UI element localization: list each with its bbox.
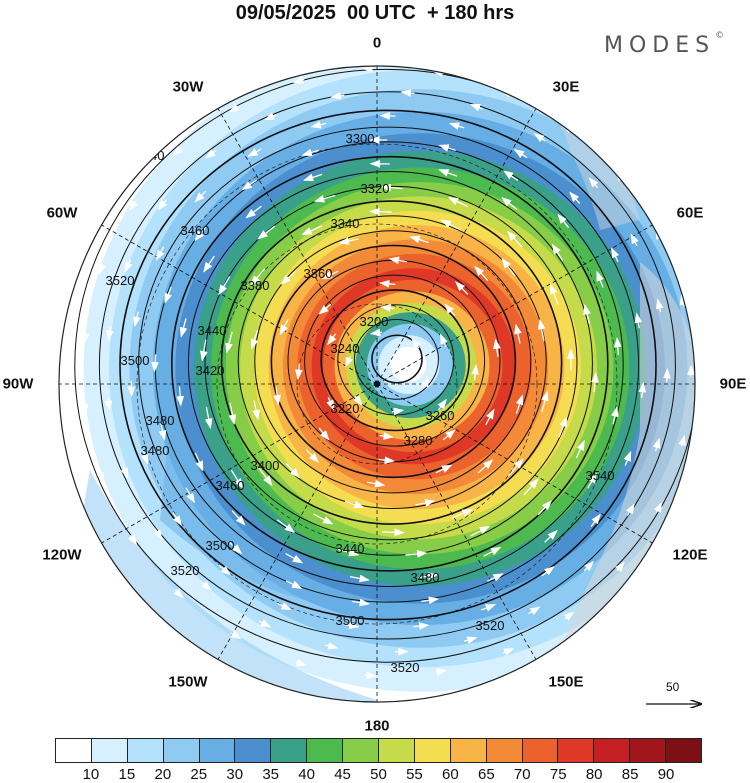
contour-label: 3400 [251,458,280,473]
colorbar-swatch [56,739,92,762]
colorbar-swatch [343,739,379,762]
contour-label: 3320 [361,181,390,196]
colorbar-label: 15 [119,766,136,783]
colorbar-label: 10 [83,766,100,783]
longitude-label-w60: 60W [47,205,78,222]
colorbar-label: 85 [622,766,639,783]
colorbar-label: 45 [334,766,351,783]
colorbar-swatch [379,739,415,762]
longitude-label-w120: 120W [42,547,81,564]
contour-label: 3300 [346,131,375,146]
colorbar-label: 55 [406,766,423,783]
contour-label: 3220 [331,401,360,416]
contour-label: 3500 [336,613,365,628]
longitude-label-e30: 30E [553,79,580,96]
colorbar-swatch [594,739,630,762]
colorbar-label: 90 [658,766,675,783]
contour-label: 3240 [331,341,360,356]
contour-label: 3200 [360,314,389,329]
colorbar-label: 25 [190,766,207,783]
colorbar-swatch [235,739,271,762]
contour-label: 3360 [304,266,333,281]
contour-label: 3520 [391,660,420,675]
colorbar-swatch [415,739,451,762]
contour-label: 3520 [106,273,135,288]
contour-label: 3280 [404,433,433,448]
contour-label: 3500 [206,538,235,553]
colorbar-swatch [92,739,128,762]
longitude-label-w30: 30W [173,79,204,96]
wind-vector [365,675,376,676]
colorbar-label: 75 [550,766,567,783]
longitude-label-e150: 150E [548,674,583,691]
map-disc: 3540 3520 3500 3480 3460 3440 3420 3400 3380 3360… [40,45,750,760]
colorbar-swatch [164,739,200,762]
colorbar-swatch [630,739,666,762]
contour-label: 3440 [198,323,227,338]
colorbar-label: 30 [226,766,243,783]
colorbar-label: 80 [586,766,603,783]
contour-label: 3480 [141,443,170,458]
contour-label: 3420 [196,363,225,378]
contour-label: 3260 [426,408,455,423]
contour-label: 3460 [216,478,245,493]
colorbar-swatch [128,739,164,762]
colorbar [55,738,702,763]
longitude-label-w: 90W [3,376,34,393]
contour-label: 3460 [181,223,210,238]
colorbar-label: 20 [154,766,171,783]
contour-label: 3540 [586,468,615,483]
colorbar-label: 40 [298,766,315,783]
colorbar-swatch [271,739,307,762]
colorbar-label: 60 [442,766,459,783]
contour-label: 3520 [171,563,200,578]
contour-label: 3500 [121,353,150,368]
contour-label: 3520 [476,618,505,633]
colorbar-swatch [487,739,523,762]
reference-vector-label: 50 [666,680,679,694]
pole-marker [374,381,380,387]
colorbar-swatch [451,739,487,762]
colorbar-label: 70 [514,766,531,783]
colorbar-swatch [666,739,701,762]
longitude-label-s: 180 [364,718,389,735]
longitude-label-e: 90E [720,376,747,393]
wind-vector [382,532,403,533]
longitude-label-e120: 120E [672,547,707,564]
colorbar-label: 65 [478,766,495,783]
colorbar-label: 50 [370,766,387,783]
contour-label: 3380 [241,278,270,293]
contour-label: 3440 [336,541,365,556]
colorbar-swatch [200,739,236,762]
contour-label: 3480 [411,570,440,585]
contour-label: 3340 [331,216,360,231]
colorbar-swatch [307,739,343,762]
wind-vector [371,211,392,212]
longitude-label-w150: 150W [168,674,207,691]
contour-label: 3480 [146,413,175,428]
longitude-label-n: 0 [373,35,381,52]
colorbar-swatch [523,739,559,762]
longitude-label-e60: 60E [677,205,704,222]
wind-vector [131,381,132,396]
colorbar-swatch [558,739,594,762]
colorbar-label: 35 [262,766,279,783]
